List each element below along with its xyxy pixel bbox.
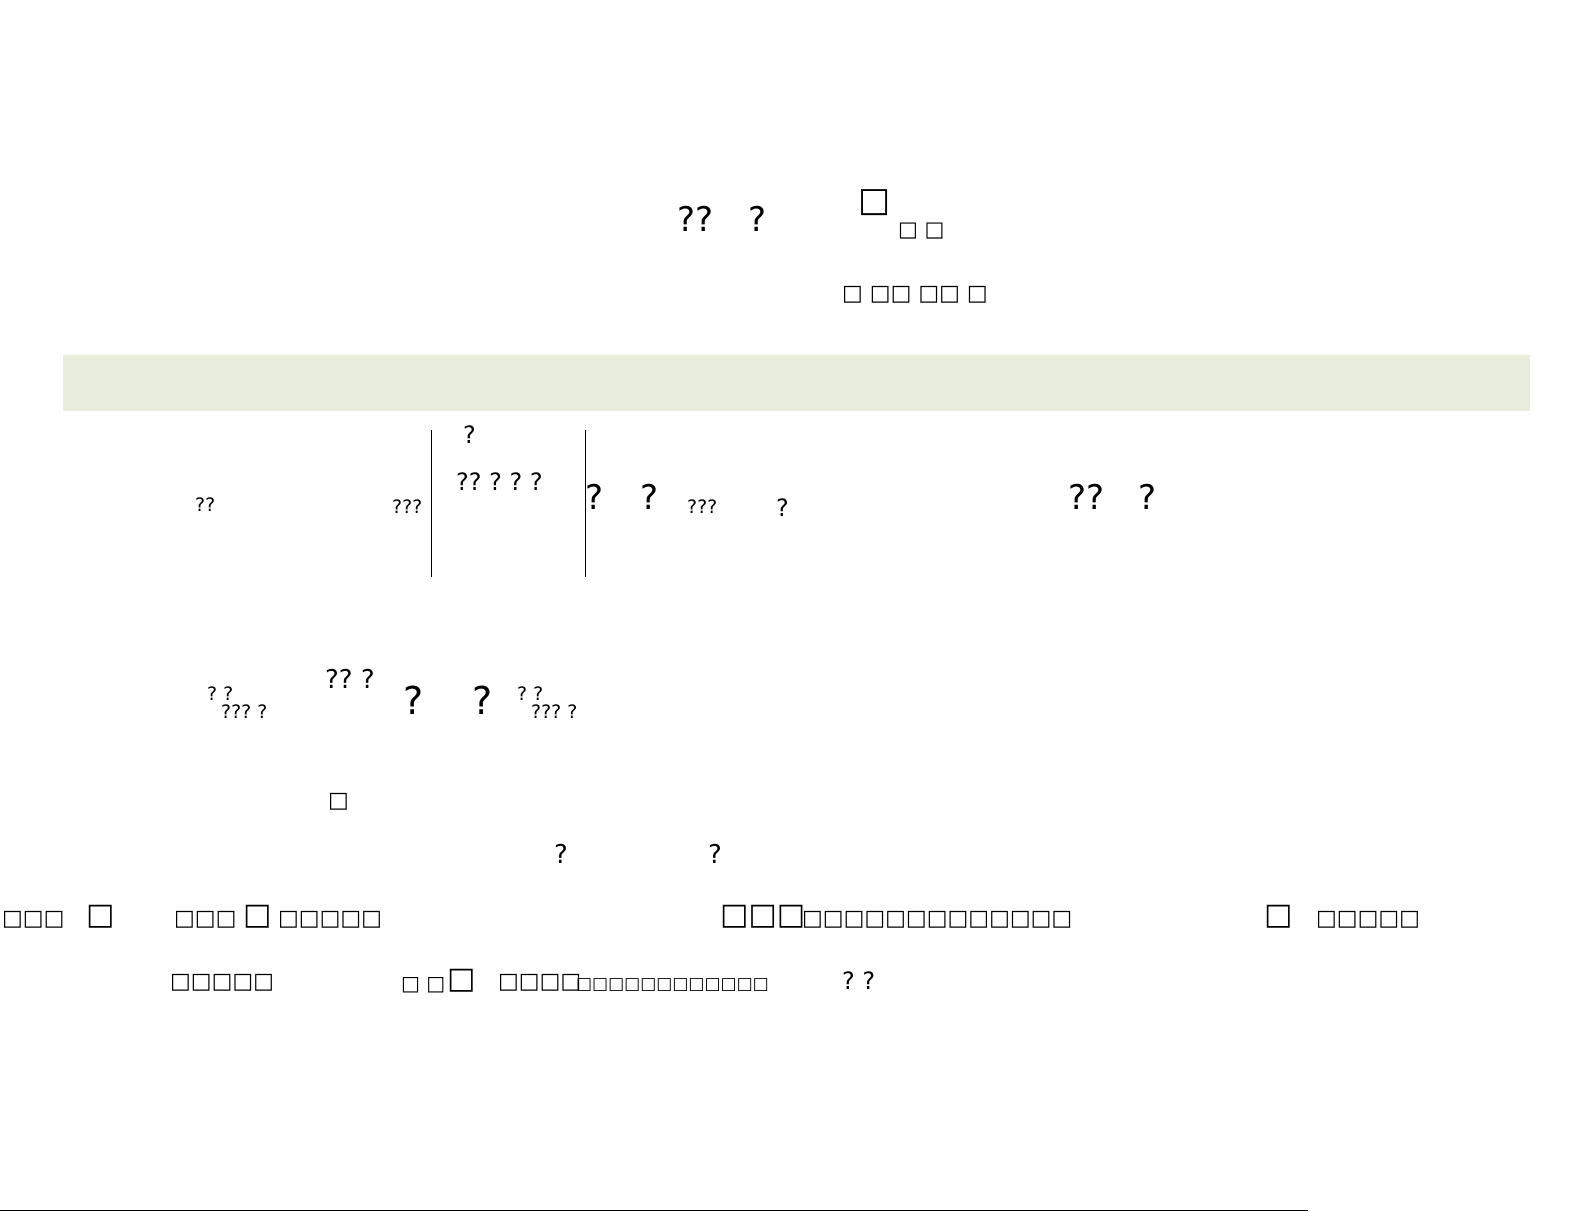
formula-right-1: ?? (1068, 478, 1105, 518)
note-mark: □ (328, 788, 349, 813)
footnote1-seg3: □□□□□ (278, 906, 382, 931)
row-mark-b: ? (708, 840, 722, 870)
formula2-term-1: ? (403, 679, 424, 723)
footnote1-box2: □ (243, 897, 272, 932)
footnote1-seg5: □□□□□□□□□□□□□ (802, 906, 1073, 931)
formula-divider-left (431, 430, 432, 577)
footnote2-seg5: ? ? (842, 967, 876, 995)
shaded-band (63, 355, 1530, 411)
footnote2-seg1: □□□□□ (170, 969, 274, 994)
formula2-right-frac-top: ? ? (517, 683, 544, 705)
footnote1-box1: □ (86, 897, 115, 932)
formula-left-label: ?? (195, 494, 216, 516)
footnote2-seg3: □□□□ (498, 969, 582, 994)
row-mark-a: ? (554, 840, 568, 870)
formula2-left-frac-top: ? ? (207, 683, 234, 705)
formula-numerator: ?? ? ? ? (456, 468, 543, 496)
formula2-right-frac-bottom: ??? ? (531, 701, 578, 723)
formula-left-sub: ??? (392, 496, 423, 518)
footnote1-seg2: □□□ (174, 906, 237, 931)
bottom-rule (0, 1210, 1308, 1211)
title-part-d: □ □ (898, 217, 945, 241)
footnote1-box3: □ (1264, 897, 1293, 932)
footnote1-seg6: □□□□□ (1316, 906, 1420, 931)
title-part-a: ?? (677, 200, 714, 240)
formula2-term-2: ? (472, 679, 493, 723)
footnote1-seg1: □□□ (2, 906, 65, 931)
footnote2-seg2: □ □ (401, 971, 446, 995)
formula-divider-right (585, 430, 586, 577)
title-part-c: □ (858, 180, 891, 220)
subtitle: □ □□ □□ □ (842, 281, 988, 306)
formula-term-1: ? (585, 478, 604, 518)
footnote2-box1: □ (447, 961, 476, 996)
footnote2-seg4: □□□□□□□□□□□□ (576, 974, 769, 994)
formula-top-mark: ? (463, 421, 476, 449)
formula2-left-frac-bottom: ??? ? (221, 701, 268, 723)
title-part-b: ? (748, 200, 767, 240)
formula-right-2: ? (1138, 478, 1157, 518)
formula-mark-1: ? (776, 494, 789, 522)
formula2-numerator: ?? ? (325, 665, 375, 695)
formula-term-2: ? (640, 478, 659, 518)
footnote1-seg4: □□□ (720, 897, 806, 932)
formula-sub-1: ??? (687, 496, 718, 518)
